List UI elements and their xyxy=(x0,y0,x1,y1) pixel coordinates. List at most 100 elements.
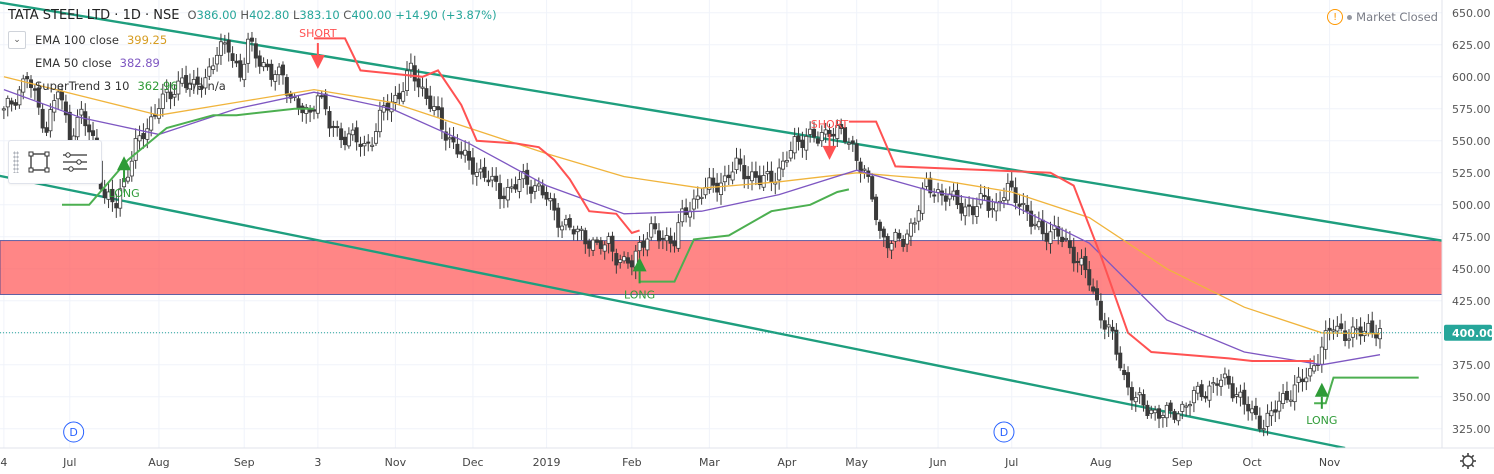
current-price-badge: 400.00 xyxy=(1444,324,1494,341)
candle xyxy=(311,105,316,120)
candle xyxy=(567,214,572,231)
candle xyxy=(986,187,991,218)
indicator-supertrend[interactable]: SuperTrend 3 10 362.96 n/a n/a xyxy=(35,78,226,93)
candle xyxy=(959,195,964,221)
y-tick-label: 375.00 xyxy=(1452,359,1491,372)
candle xyxy=(1211,376,1216,394)
candle xyxy=(300,102,305,122)
candle xyxy=(1199,379,1204,401)
candle xyxy=(974,197,979,224)
candle xyxy=(970,197,975,225)
candle xyxy=(843,121,848,145)
candle xyxy=(664,227,669,251)
candle xyxy=(1207,380,1212,408)
candle xyxy=(765,161,770,181)
candle xyxy=(149,106,154,137)
rectangle-tool-icon[interactable] xyxy=(23,146,55,178)
settings-lines-icon[interactable] xyxy=(59,146,91,178)
candle xyxy=(823,122,828,143)
svg-text:LONG: LONG xyxy=(624,288,655,301)
candle xyxy=(529,179,534,204)
candle xyxy=(908,218,913,246)
candle xyxy=(711,168,716,193)
indicator-ema100[interactable]: ⌄ EMA 100 close 399.25 xyxy=(8,28,497,51)
candle xyxy=(385,94,390,121)
candle xyxy=(494,167,499,191)
candle xyxy=(187,73,192,97)
candle xyxy=(521,163,526,188)
candle xyxy=(695,186,700,209)
candle xyxy=(1312,355,1317,374)
candle xyxy=(905,229,910,253)
collapse-chevron-icon[interactable]: ⌄ xyxy=(8,30,26,49)
long-signal: LONG xyxy=(108,156,140,200)
candle xyxy=(1281,383,1286,409)
candle xyxy=(815,131,820,147)
candle xyxy=(1091,278,1096,294)
candle xyxy=(408,53,413,78)
candle xyxy=(377,101,382,138)
candle xyxy=(342,130,347,151)
candle xyxy=(467,141,472,170)
candle xyxy=(1265,404,1270,436)
candle xyxy=(1087,260,1092,291)
candle xyxy=(513,176,518,193)
candle xyxy=(315,91,320,119)
candle xyxy=(881,226,886,247)
candle xyxy=(1362,321,1367,342)
candle xyxy=(21,74,26,100)
candle xyxy=(118,178,123,217)
candle xyxy=(153,104,158,120)
candle xyxy=(218,33,223,65)
candle xyxy=(649,216,654,241)
candle xyxy=(808,121,813,143)
indicator-ema50[interactable]: EMA 50 close 382.89 xyxy=(35,55,160,70)
status-dot-icon xyxy=(1347,14,1353,20)
candle xyxy=(180,68,185,87)
candle xyxy=(831,127,836,147)
candle xyxy=(354,120,359,151)
candle xyxy=(1052,215,1057,240)
y-tick-label: 450.00 xyxy=(1452,263,1491,276)
gear-icon[interactable] xyxy=(1460,453,1476,469)
x-tick-label: Jul xyxy=(62,456,76,469)
candle xyxy=(1250,400,1255,421)
candle xyxy=(87,116,92,142)
channel-trendline xyxy=(0,174,1346,450)
candle xyxy=(1079,249,1084,275)
candle xyxy=(420,77,425,97)
drawing-toolbox[interactable] xyxy=(8,140,102,184)
y-tick-label: 575.00 xyxy=(1452,103,1491,116)
candle xyxy=(800,131,805,158)
candle xyxy=(889,240,894,259)
candle xyxy=(486,170,491,187)
candle xyxy=(1226,369,1231,389)
candle xyxy=(598,237,603,255)
candle xyxy=(9,97,14,112)
warning-icon[interactable]: ! xyxy=(1327,9,1344,25)
candle xyxy=(943,188,948,211)
candle xyxy=(719,172,724,205)
candle xyxy=(110,179,115,212)
candle xyxy=(1358,317,1363,345)
drag-handle-icon[interactable] xyxy=(13,151,19,173)
candle xyxy=(819,125,824,147)
candle xyxy=(273,70,278,91)
candle xyxy=(1048,221,1053,254)
market-status: ! Market Closed xyxy=(1327,9,1438,25)
candle xyxy=(1,106,6,120)
candle xyxy=(257,50,262,74)
x-tick-label: 2019 xyxy=(533,456,561,469)
candle xyxy=(346,127,351,149)
symbol-name[interactable]: TATA STEEL LTD · 1D · NSE xyxy=(8,8,180,23)
candle xyxy=(866,167,871,183)
candle xyxy=(184,65,189,93)
candle xyxy=(32,83,37,100)
candle xyxy=(1083,247,1088,279)
candle xyxy=(676,213,681,252)
candle xyxy=(1133,391,1138,412)
candle xyxy=(319,91,324,99)
x-tick-label: Nov xyxy=(385,456,407,469)
candle xyxy=(451,127,456,149)
